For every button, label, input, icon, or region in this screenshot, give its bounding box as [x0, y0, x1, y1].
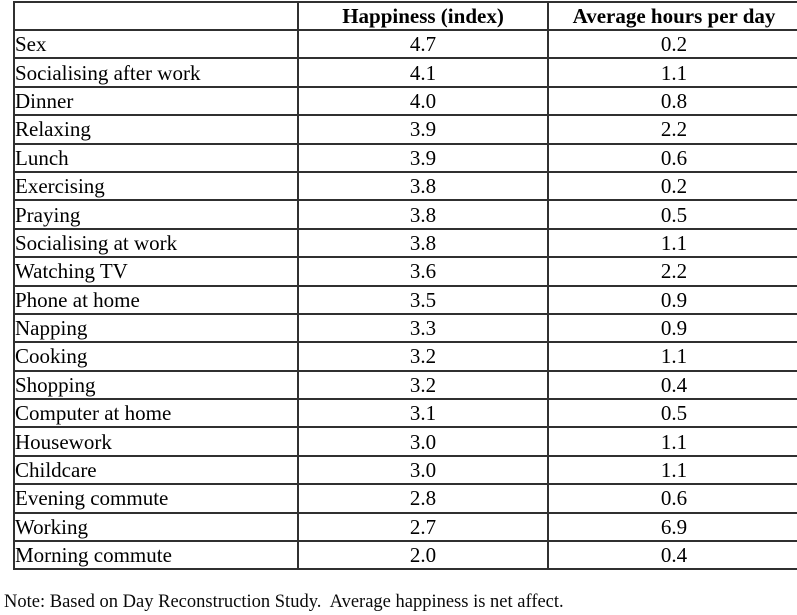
table-row: Exercising 3.8 0.2	[13, 170, 797, 202]
table-row: Working 2.7 6.9	[13, 511, 797, 543]
table-row: Cooking 3.2 1.1	[13, 341, 797, 372]
cell-activity: Morning commute	[13, 540, 299, 571]
cell-happiness: 3.5	[297, 284, 549, 315]
table-header-row: Happiness (index) Average hours per day	[13, 1, 797, 31]
cell-activity: Working	[13, 511, 299, 543]
cell-activity: Shopping	[13, 369, 299, 401]
cell-activity: Dinner	[13, 85, 299, 117]
cell-happiness: 2.7	[297, 511, 549, 543]
cell-happiness: 3.0	[297, 454, 549, 486]
cell-happiness: 4.7	[297, 28, 549, 60]
cell-activity: Cooking	[13, 341, 299, 372]
table-row: Computer at home 3.1 0.5	[13, 398, 797, 429]
cell-happiness: 3.6	[297, 256, 549, 287]
cell-activity: Sex	[13, 28, 299, 60]
cell-hours: 1.1	[547, 341, 797, 372]
header-cell-happiness: Happiness (index)	[297, 1, 549, 31]
table-row: Sex 4.7 0.2	[13, 28, 797, 60]
cell-hours: 1.1	[547, 454, 797, 486]
table-row: Watching TV 3.6 2.2	[13, 256, 797, 287]
cell-hours: 1.1	[547, 227, 797, 259]
table-row: Housework 3.0 1.1	[13, 426, 797, 457]
cell-hours: 2.2	[547, 256, 797, 287]
cell-hours: 0.9	[547, 312, 797, 344]
cell-hours: 2.2	[547, 114, 797, 145]
header-cell-hours: Average hours per day	[547, 1, 797, 31]
table-row: Phone at home 3.5 0.9	[13, 284, 797, 315]
cell-happiness: 2.8	[297, 483, 549, 514]
cell-happiness: 4.1	[297, 57, 549, 88]
cell-hours: 0.2	[547, 28, 797, 60]
cell-hours: 1.1	[547, 57, 797, 88]
cell-hours: 6.9	[547, 511, 797, 543]
cell-happiness: 3.0	[297, 426, 549, 457]
table-row: Evening commute 2.8 0.6	[13, 483, 797, 514]
table-row: Napping 3.3 0.9	[13, 312, 797, 344]
cell-hours: 0.4	[547, 369, 797, 401]
cell-activity: Praying	[13, 199, 299, 230]
cell-happiness: 3.9	[297, 142, 549, 173]
table-row: Morning commute 2.0 0.4	[13, 540, 797, 571]
table-row: Praying 3.8 0.5	[13, 199, 797, 230]
cell-happiness: 3.2	[297, 369, 549, 401]
cell-activity: Phone at home	[13, 284, 299, 315]
table-row: Lunch 3.9 0.6	[13, 142, 797, 173]
cell-hours: 0.4	[547, 540, 797, 571]
cell-hours: 0.8	[547, 85, 797, 117]
cell-happiness: 3.2	[297, 341, 549, 372]
cell-happiness: 3.8	[297, 227, 549, 259]
footnote: Note: Based on Day Reconstruction Study.…	[4, 592, 564, 612]
table-row: Relaxing 3.9 2.2	[13, 114, 797, 145]
cell-happiness: 3.1	[297, 398, 549, 429]
table-body: Sex 4.7 0.2 Socialising after work 4.1 1…	[13, 28, 797, 571]
cell-activity: Lunch	[13, 142, 299, 173]
cell-hours: 0.6	[547, 483, 797, 514]
cell-hours: 0.6	[547, 142, 797, 173]
cell-activity: Childcare	[13, 454, 299, 486]
cell-activity: Napping	[13, 312, 299, 344]
cell-hours: 0.5	[547, 398, 797, 429]
cell-hours: 0.9	[547, 284, 797, 315]
cell-activity: Computer at home	[13, 398, 299, 429]
cell-activity: Evening commute	[13, 483, 299, 514]
cell-hours: 0.5	[547, 199, 797, 230]
cell-activity: Relaxing	[13, 114, 299, 145]
cell-activity: Exercising	[13, 170, 299, 202]
cell-happiness: 3.8	[297, 199, 549, 230]
happiness-by-activity-table: Happiness (index) Average hours per day …	[13, 1, 797, 571]
cell-happiness: 2.0	[297, 540, 549, 571]
cell-activity: Socialising after work	[13, 57, 299, 88]
cell-happiness: 4.0	[297, 85, 549, 117]
table-row: Dinner 4.0 0.8	[13, 85, 797, 117]
header-cell-activity	[13, 1, 299, 31]
cell-hours: 1.1	[547, 426, 797, 457]
cell-activity: Socialising at work	[13, 227, 299, 259]
cell-activity: Housework	[13, 426, 299, 457]
table-row: Socialising at work 3.8 1.1	[13, 227, 797, 259]
table-row: Socialising after work 4.1 1.1	[13, 57, 797, 88]
table-row: Childcare 3.0 1.1	[13, 454, 797, 486]
cell-happiness: 3.8	[297, 170, 549, 202]
cell-happiness: 3.3	[297, 312, 549, 344]
cell-hours: 0.2	[547, 170, 797, 202]
cell-happiness: 3.9	[297, 114, 549, 145]
table-row: Shopping 3.2 0.4	[13, 369, 797, 401]
cell-activity: Watching TV	[13, 256, 299, 287]
